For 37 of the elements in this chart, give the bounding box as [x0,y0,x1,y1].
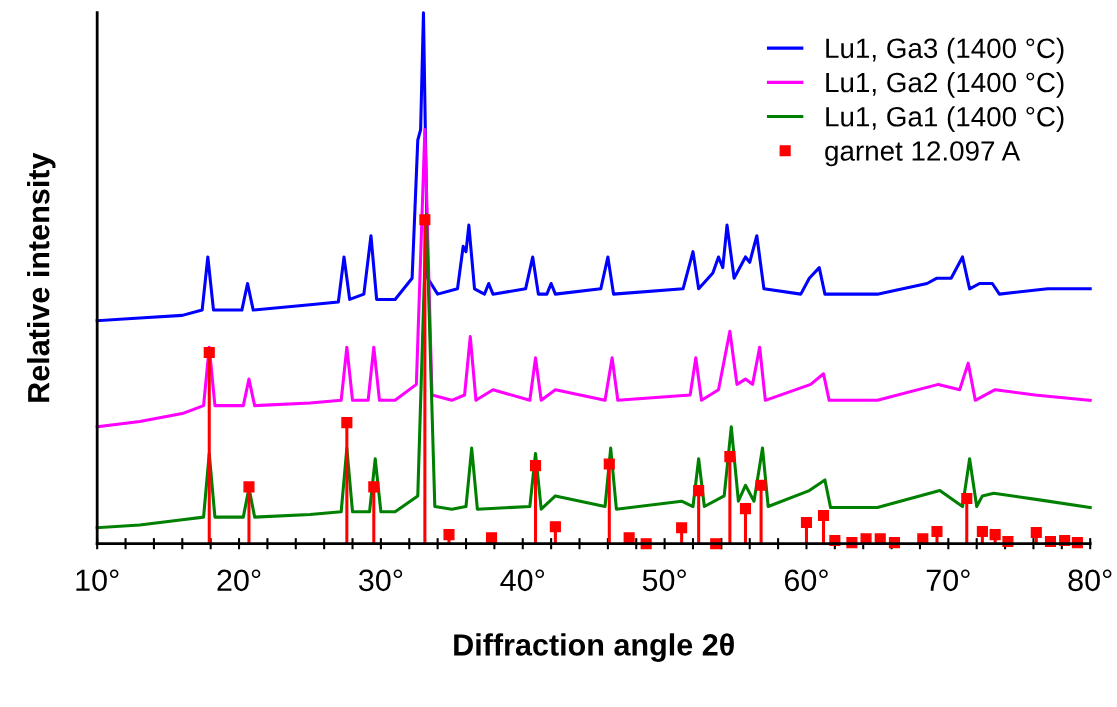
point [989,529,1001,541]
x-axis-title: Diffraction angle 2θ [454,633,734,662]
point [341,417,353,429]
x-tick-label: 50° [642,569,686,592]
legend-label: Lu1, Ga2 (1400 °C) [826,71,1064,98]
point [368,481,380,493]
point [603,458,615,470]
x-tick-label: 60° [784,569,828,592]
legend-label: garnet 12.097 A [825,141,1021,167]
legend-label: Lu1, Ga1 (1400 °C) [826,106,1064,133]
point [976,525,988,538]
point [693,485,705,497]
point [931,525,943,538]
point [739,503,752,515]
point [529,460,542,472]
x-tick-label: 10° [76,569,119,592]
point [549,521,561,533]
point [623,532,635,544]
x-tick-label: 70° [926,569,970,592]
y-axis-title: Relative intensity [27,152,56,402]
point [724,451,736,463]
x-tick-label: 40° [500,569,545,592]
point [961,492,973,505]
point [419,214,431,226]
point [203,346,215,359]
point [243,481,255,493]
point [443,529,455,541]
point [676,522,688,534]
point [1030,526,1042,539]
point [800,516,813,529]
point [755,479,767,491]
x-tick-label: 30° [358,569,403,592]
legend-label: Lu1, Ga3 (1400 °C) [826,37,1064,64]
x-tick-label: 20° [217,569,261,592]
point [817,509,830,522]
x-tick-label: 80° [1068,569,1112,592]
point [485,532,498,544]
